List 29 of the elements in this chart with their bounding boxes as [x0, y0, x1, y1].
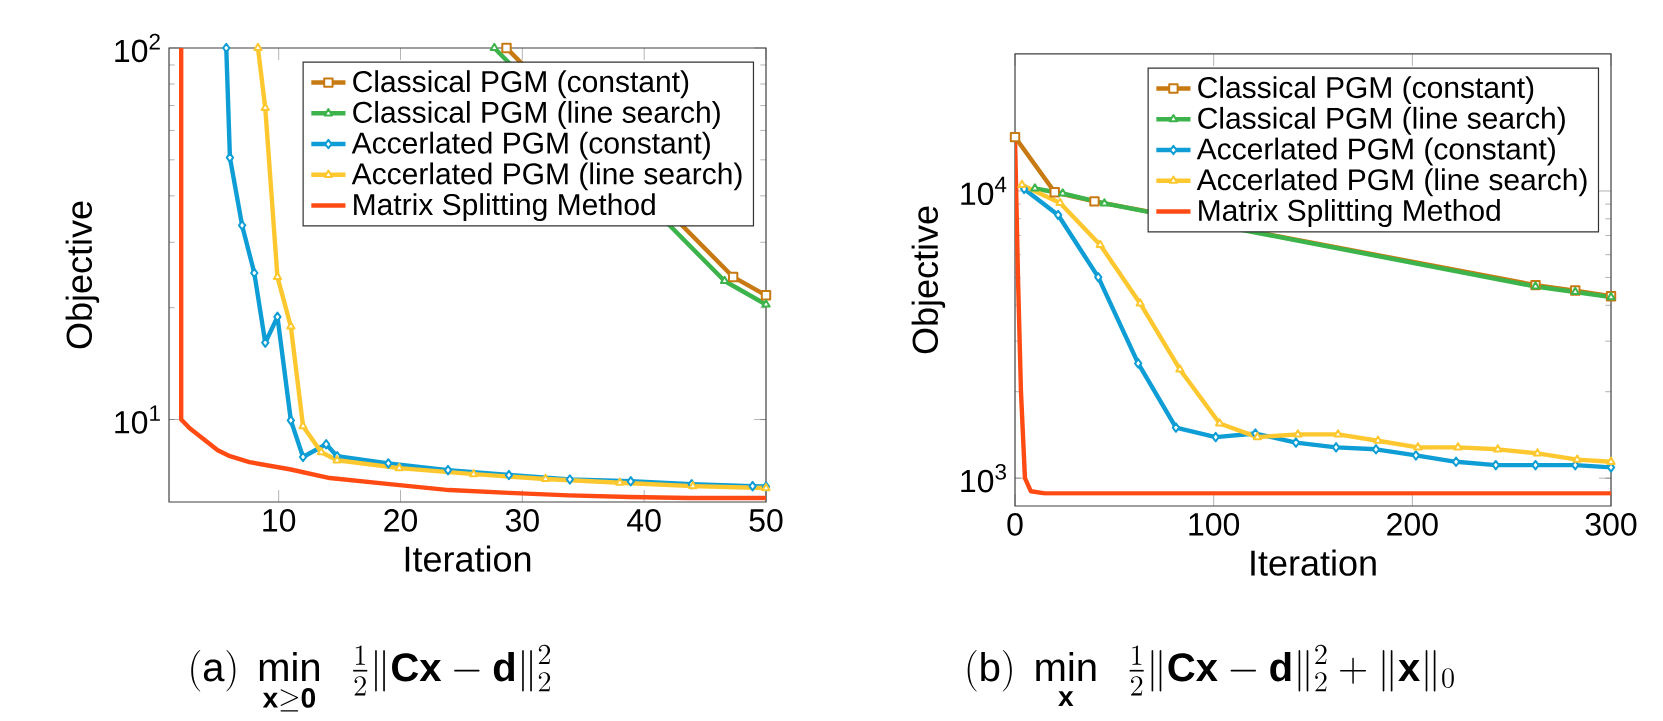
- legend-label: Matrix Splitting Method: [1199, 199, 1500, 228]
- x-axis-title: Iteration: [405, 545, 531, 572]
- y-tick-label: 10$^{2}$: [115, 33, 160, 63]
- x-tick-label: 30: [505, 509, 539, 532]
- x-tick-label: 300: [1585, 513, 1637, 536]
- legend-label: Accerlated PGM (constant): [351, 131, 710, 160]
- x-axis-title: Iteration: [1251, 549, 1376, 576]
- legend-label: Accerlated PGM (line search): [351, 162, 742, 191]
- legend-label: Accerlated PGM (constant): [1196, 137, 1555, 166]
- legend-label: Classical PGM (line search): [1198, 106, 1565, 135]
- x-tick-label: 50: [749, 509, 783, 532]
- y-axis-title: Objective: [911, 206, 946, 354]
- legend-label: Classical PGM (line search): [353, 100, 720, 129]
- x-tick-label: 0: [1007, 513, 1023, 536]
- y-tick-label: 10$^{1}$: [115, 405, 160, 434]
- legend-label: Classical PGM (constant): [353, 70, 689, 99]
- y-axis-title: Objective: [65, 201, 100, 349]
- y-tick-label: 10$^{3}$: [961, 463, 1006, 493]
- legend-label: Accerlated PGM (line search): [1196, 168, 1587, 197]
- x-tick-label: 200: [1387, 513, 1438, 536]
- text: $\mathrm{(a)}\ \min_{\mathbf{x}\geq\mathbf{0}}\ \ \tfrac{1}{2}\|\mathbf{C}\mathbf{x}-\mathbf{d}\|_2^2$: [191, 644, 551, 712]
- text: $\mathrm{(b)}\ \min_{\mathbf{x}}\ \ \tfrac{1}{2}\|\mathbf{C}\mathbf{x}-\mathbf{d}\|_2^2+\|\mathbf{x}\|_0$: [967, 644, 1454, 706]
- x-tick-label: 10: [263, 509, 296, 532]
- x-tick-label: 40: [627, 509, 661, 532]
- x-tick-label: 100: [1189, 513, 1240, 536]
- y-tick-label: 10$^{4}$: [961, 176, 1007, 206]
- legend-label: Classical PGM (constant): [1198, 76, 1534, 105]
- x-tick-label: 20: [384, 509, 418, 532]
- legend-label: Matrix Splitting Method: [354, 193, 655, 222]
